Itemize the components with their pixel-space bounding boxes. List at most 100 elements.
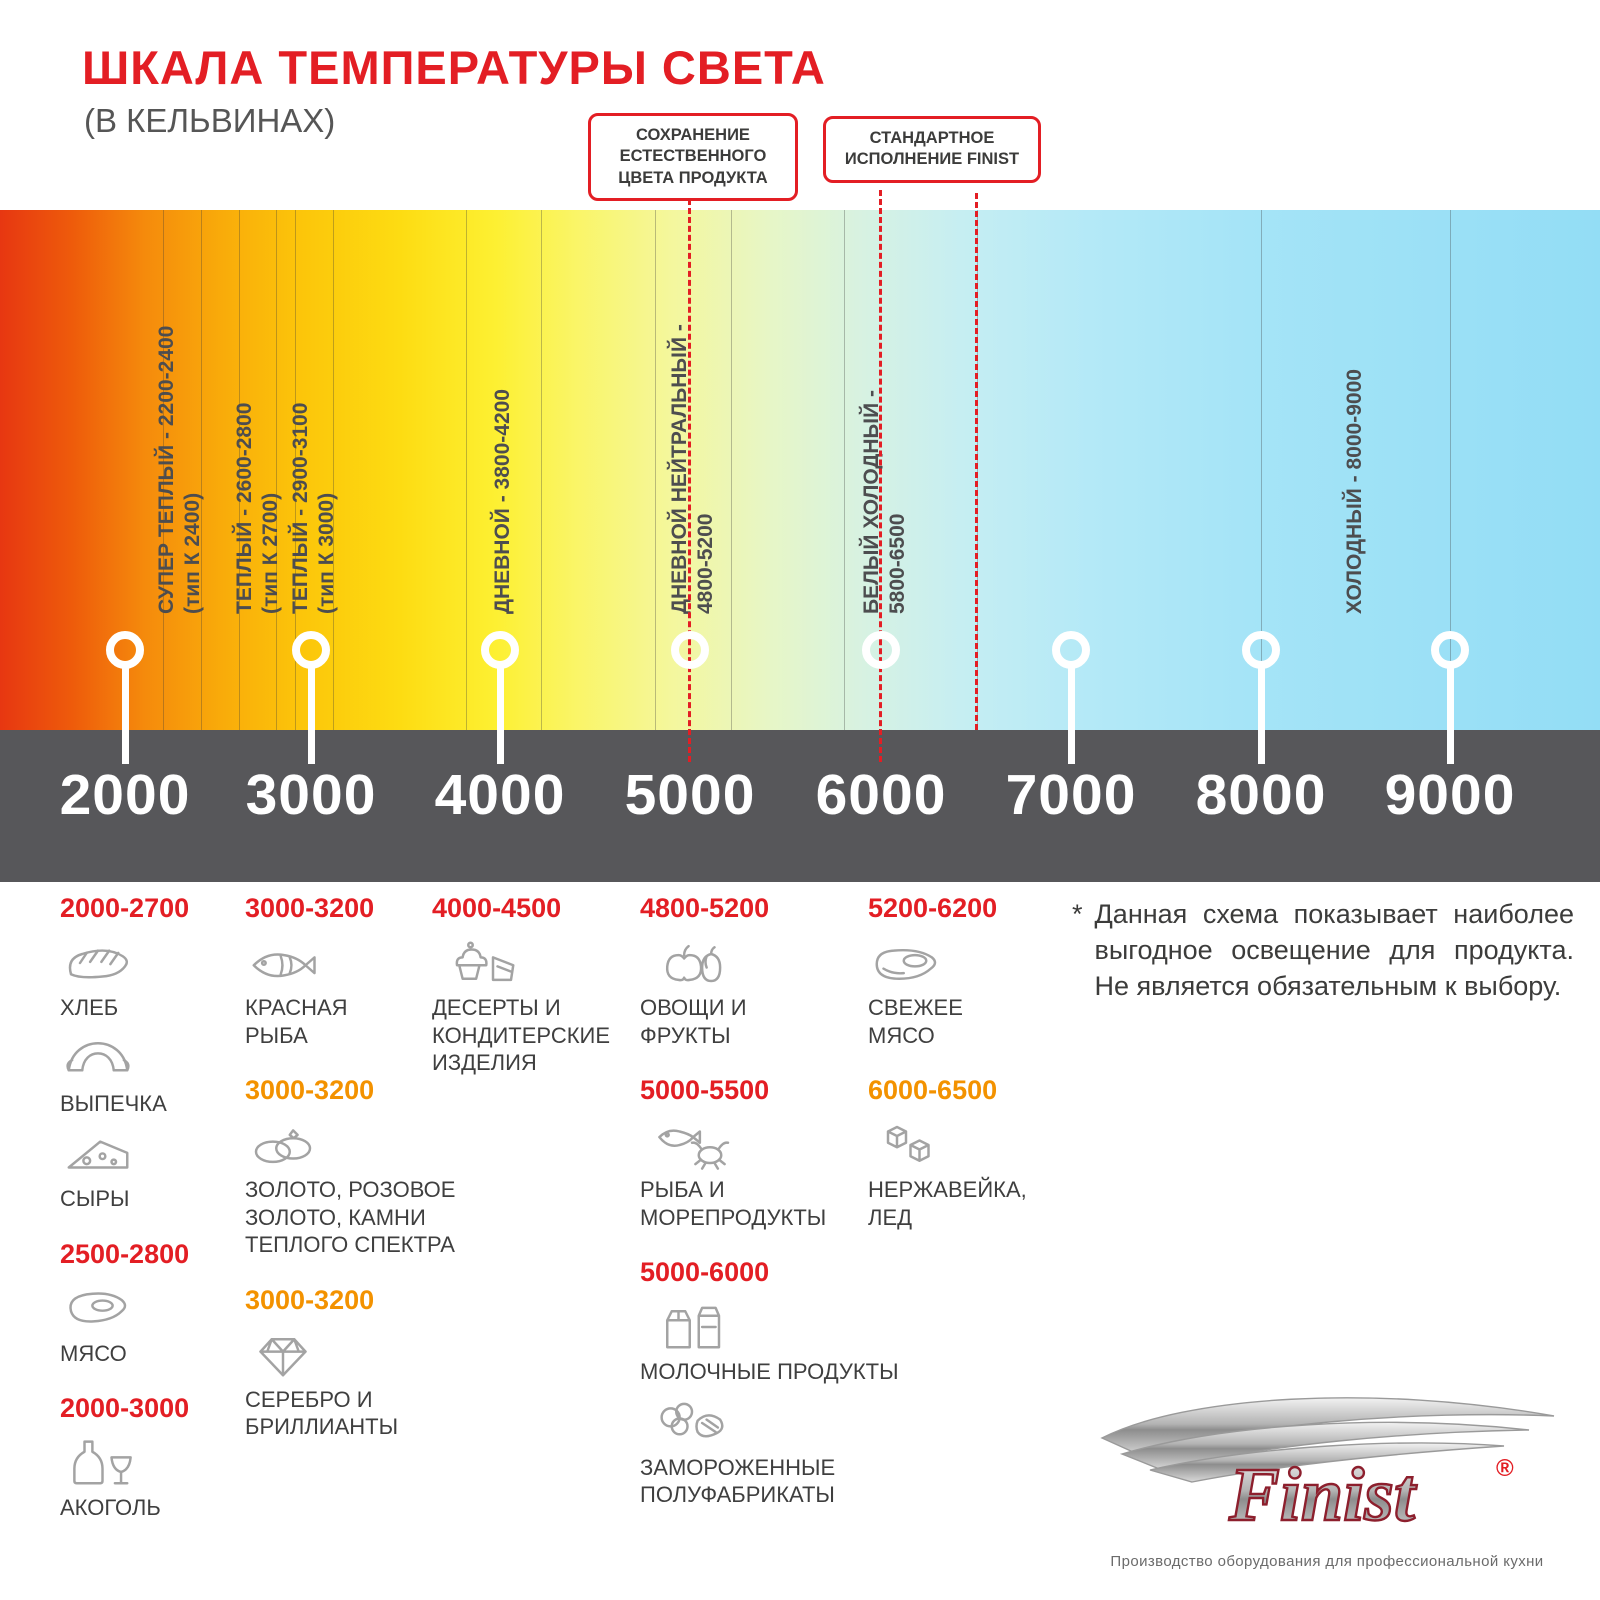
range-label: 3000-3200 (245, 1075, 375, 1105)
dessert-icon (432, 936, 536, 990)
food-group: 2000-3000 АКОГОЛЬ (60, 1393, 238, 1522)
marker-stem (1258, 668, 1265, 764)
scale-marker-8000 (1242, 631, 1280, 669)
marker-stem (308, 668, 315, 764)
seafood-icon (640, 1118, 744, 1172)
zone-label-warm-2700: ТЕПЛЫЙ - 2600-2800 (тип К 2700) (232, 403, 284, 614)
bread-icon (60, 936, 136, 990)
axis-tick-5000: 5000 (624, 763, 756, 827)
zone-divider (276, 210, 277, 730)
food-item: МЯСО (60, 1282, 238, 1368)
range-label: 5200-6200 (868, 893, 998, 923)
zone-divider (541, 210, 542, 730)
food-item-label: ОВОЩИ И ФРУКТЫ (640, 995, 747, 1048)
zone-divider (239, 210, 240, 730)
meat-icon (60, 1282, 136, 1336)
food-item-label: РЫБА И МОРЕПРОДУКТЫ (640, 1177, 827, 1230)
food-item: СЕРЕБРО И БРИЛЛИАНТЫ (245, 1328, 483, 1441)
food-item-label: МЯСО (60, 1340, 127, 1366)
zone-label-line: 4800-5200 (694, 513, 717, 614)
range-label: 5000-5500 (640, 1075, 770, 1105)
food-column-5: 5200-6200 СВЕЖЕЕ МЯСО 6000-6500 НЕРЖАВЕЙ… (868, 893, 1058, 1257)
range-label: 4000-4500 (432, 893, 562, 923)
food-item-label: ВЫПЕЧКА (60, 1090, 167, 1116)
food-item: МОЛОЧНЫЕ ПРОДУКТЫ (640, 1300, 899, 1386)
dashed-connector-6000 (879, 190, 882, 762)
range-label: 4800-5200 (640, 893, 770, 923)
range-label: 2000-3000 (60, 1393, 190, 1423)
axis-tick-9000: 9000 (1384, 763, 1516, 827)
page-title: ШКАЛА ТЕМПЕРАТУРЫ СВЕТА (82, 41, 826, 94)
food-item-label: ДЕСЕРТЫ И КОНДИТЕРСКИЕ ИЗДЕЛИЯ (432, 995, 611, 1075)
food-group: 4800-5200 ОВОЩИ И ФРУКТЫ (640, 893, 875, 1049)
zone-divider (466, 210, 467, 730)
food-column-2: 3000-3200 КРАСНАЯ РЫБА 3000-3200 ЗОЛОТО,… (245, 893, 483, 1467)
zone-label-line: 5800-6500 (886, 513, 909, 614)
callout-natural-color: СОХРАНЕНИЕ ЕСТЕСТВЕННОГО ЦВЕТА ПРОДУКТА (588, 113, 798, 202)
food-item-label: ЗОЛОТО, РОЗОВОЕ ЗОЛОТО, КАМНИ ТЕПЛОГО СП… (245, 1177, 456, 1257)
dairy-icon (640, 1300, 744, 1354)
axis-tick-3000: 3000 (245, 763, 377, 827)
food-group: 3000-3200 КРАСНАЯ РЫБА (245, 893, 483, 1049)
food-group: 2000-2700 ХЛЕБ ВЫПЕЧКА СЫРЫ (60, 893, 238, 1213)
food-item: ВЫПЕЧКА (60, 1032, 238, 1118)
scale-marker-3000 (292, 631, 330, 669)
scale-marker-7000 (1052, 631, 1090, 669)
range-label: 6000-6500 (868, 1075, 998, 1105)
zone-label-line: ТЕПЛЫЙ - 2900-3100 (289, 402, 312, 614)
food-item-label: НЕРЖАВЕЙКА, ЛЕД (868, 1177, 1027, 1230)
zone-label-line: ДНЕВНОЙ - 3800-4200 (491, 389, 514, 614)
food-item: КРАСНАЯ РЫБА (245, 936, 483, 1049)
food-item: ЗОЛОТО, РОЗОВОЕ ЗОЛОТО, КАМНИ ТЕПЛОГО СП… (245, 1118, 483, 1259)
zone-divider (201, 210, 202, 730)
zone-divider (333, 210, 334, 730)
zone-label-line: (тип К 3000) (315, 492, 338, 614)
food-item-label: МОЛОЧНЫЕ ПРОДУКТЫ (640, 1359, 899, 1384)
zone-label-warm-3000: ТЕПЛЫЙ - 2900-3100 (тип К 3000) (288, 403, 340, 614)
diamond-icon (245, 1328, 321, 1382)
footnote-asterisk: * (1072, 899, 1083, 929)
axis-tick-6000: 6000 (815, 763, 947, 827)
finist-wings-logo: Finist ® (1100, 1397, 1555, 1538)
zone-label-line: (тип К 2400) (181, 492, 204, 614)
scale-marker-4000 (481, 631, 519, 669)
zone-divider (1261, 210, 1262, 730)
food-item: ДЕСЕРТЫ И КОНДИТЕРСКИЕ ИЗДЕЛИЯ (432, 936, 637, 1077)
marker-stem (497, 668, 504, 764)
zone-label-line: (тип К 2700) (259, 492, 282, 614)
food-column-4: 4800-5200 ОВОЩИ И ФРУКТЫ 5000-5500 РЫБА … (640, 893, 899, 1535)
zone-divider (655, 210, 656, 730)
fresh-meat-icon (868, 936, 944, 990)
callout-finist-standard: СТАНДАРТНОЕ ИСПОЛНЕНИЕ FINIST (823, 116, 1041, 183)
food-group: 3000-3200 СЕРЕБРО И БРИЛЛИАНТЫ (245, 1285, 483, 1441)
axis-tick-4000: 4000 (434, 763, 566, 827)
food-item: СЫРЫ (60, 1127, 238, 1213)
alcohol-icon (60, 1436, 136, 1490)
food-item-label: СЕРЕБРО И БРИЛЛИАНТЫ (245, 1386, 399, 1440)
footnote: * Данная схема показывает наиболее выгод… (1072, 897, 1574, 1005)
axis-tick-7000: 7000 (1005, 763, 1137, 827)
food-item: ХЛЕБ (60, 936, 238, 1022)
wing-shape (1100, 1397, 1555, 1483)
range-label: 2000-2700 (60, 893, 190, 923)
frozen-food-icon (640, 1396, 744, 1450)
brand-tagline: Производство оборудования для профессион… (1110, 1553, 1544, 1570)
zone-label-super-warm: СУПЕР ТЕПЛЫЙ - 2200-2400 (тип К 2400) (154, 326, 206, 614)
zone-label-daylight-neutral: ДНЕВНОЙ НЕЙТРАЛЬНЫЙ - 4800-5200 (667, 324, 719, 614)
page-subtitle: (В КЕЛЬВИНАХ) (84, 102, 336, 139)
axis-tick-2000: 2000 (59, 763, 191, 827)
axis-band (0, 730, 1600, 882)
zone-label-daylight: ДНЕВНОЙ - 3800-4200 (490, 389, 516, 614)
scale-marker-2000 (106, 631, 144, 669)
dashed-connector-5000 (688, 190, 691, 762)
zone-divider (731, 210, 732, 730)
food-group: 2500-2800 МЯСО (60, 1239, 238, 1368)
brand-name: Finist (1228, 1453, 1418, 1537)
range-label: 3000-3200 (245, 893, 375, 923)
zone-label-line: ТЕПЛЫЙ - 2600-2800 (233, 402, 256, 614)
food-item: ОВОЩИ И ФРУКТЫ (640, 936, 875, 1049)
ice-cubes-icon (868, 1118, 944, 1172)
cheese-icon (60, 1127, 136, 1181)
food-column-3: 4000-4500 ДЕСЕРТЫ И КОНДИТЕРСКИЕ ИЗДЕЛИЯ (432, 893, 637, 1103)
